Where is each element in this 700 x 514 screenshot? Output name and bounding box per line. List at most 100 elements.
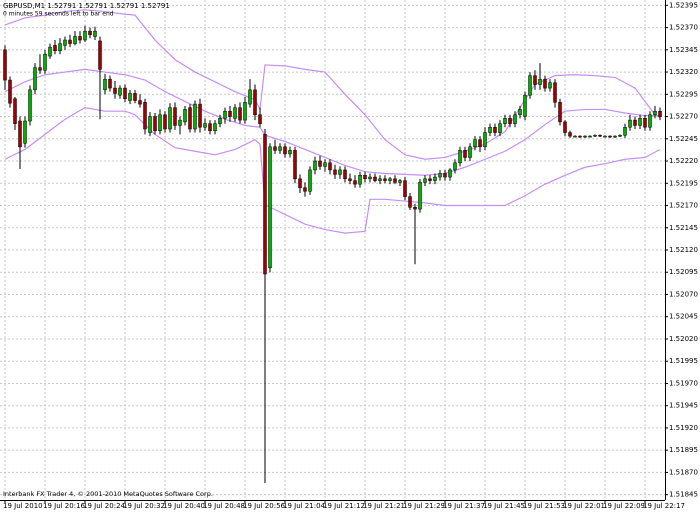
bear-body (598, 134, 602, 137)
bull-body (358, 175, 362, 185)
chart-title: GBPUSD,M1 1.52791 1.52791 1.52791 1.5279… (3, 2, 170, 10)
y-tick-label: 1.52145 (669, 224, 698, 232)
bull-body (33, 67, 37, 91)
bull-body (438, 173, 442, 178)
bear-body (493, 126, 497, 133)
bull-body (603, 135, 607, 138)
y-tick-label: 1.51895 (669, 446, 698, 454)
bull-body (638, 118, 642, 126)
bull-body (623, 126, 627, 136)
y-tick-label: 1.52370 (669, 24, 698, 32)
y-tick-label: 1.52095 (669, 268, 698, 276)
bull-body (618, 134, 622, 137)
y-tick-label: 1.52395 (669, 1, 698, 9)
bear-body (153, 116, 157, 132)
bear-body (658, 110, 662, 117)
bear-body (78, 36, 82, 41)
bear-body (363, 175, 367, 180)
bull-body (288, 150, 292, 155)
bear-body (188, 107, 192, 130)
bear-body (428, 178, 432, 181)
bear-body (53, 45, 57, 51)
bull-body (388, 178, 392, 181)
bull-body (83, 30, 87, 41)
bull-body (63, 39, 67, 46)
y-tick-label: 1.51995 (669, 357, 698, 365)
bear-body (408, 196, 412, 208)
bull-body (118, 87, 122, 96)
bull-body (158, 114, 162, 132)
bull-body (628, 119, 632, 128)
bear-body (353, 180, 357, 185)
bear-body (13, 98, 17, 124)
bull-body (323, 162, 327, 167)
bull-body (178, 119, 182, 126)
bull-body (168, 107, 172, 130)
bull-body (538, 78, 542, 85)
bull-body (458, 150, 462, 164)
bull-body (503, 118, 507, 124)
bear-body (8, 79, 12, 104)
bear-body (173, 107, 177, 126)
bear-body (88, 30, 92, 35)
bull-body (513, 114, 517, 124)
bear-body (98, 40, 102, 70)
bull-body (528, 75, 532, 96)
x-tick-label: 19 Jul 21:37 (443, 502, 485, 510)
bear-body (543, 78, 547, 89)
bull-body (653, 110, 657, 116)
bear-body (163, 114, 167, 130)
bear-body (253, 89, 257, 116)
bear-body (138, 100, 142, 105)
bear-body (123, 87, 127, 100)
bull-body (58, 43, 62, 51)
bear-body (198, 103, 202, 128)
bull-body (338, 169, 342, 175)
bull-body (588, 135, 592, 138)
bollinger-band (4, 107, 661, 234)
bull-body (613, 135, 617, 138)
bear-body (298, 178, 302, 188)
bull-body (43, 54, 47, 71)
bear-body (563, 121, 567, 133)
x-tick-label: 19 Jul 21:21 (363, 502, 405, 510)
bear-body (413, 207, 417, 210)
y-tick-label: 1.51845 (669, 491, 698, 499)
bull-body (583, 135, 587, 138)
y-tick-label: 1.51945 (669, 402, 698, 410)
bear-body (38, 67, 42, 71)
bear-body (328, 162, 332, 171)
bull-body (518, 109, 522, 116)
bull-body (73, 36, 77, 44)
bear-body (68, 39, 72, 44)
bull-body (183, 109, 187, 123)
bull-body (453, 162, 457, 171)
bear-body (133, 93, 137, 101)
bear-body (208, 123, 212, 132)
y-tick-label: 1.52295 (669, 90, 698, 98)
x-tick-label: 19 Jul 20:32 (123, 502, 165, 510)
bear-body (348, 178, 352, 181)
x-tick-label: 19 Jul 2010 (3, 502, 43, 510)
bear-body (228, 110, 232, 117)
y-tick-label: 1.52320 (669, 68, 698, 76)
bear-body (3, 49, 7, 81)
x-tick-label: 19 Jul 22:01 (563, 502, 605, 510)
bull-body (23, 120, 27, 144)
bull-body (548, 82, 552, 89)
bear-body (108, 78, 112, 89)
y-tick-label: 1.51970 (669, 379, 698, 387)
bull-body (223, 110, 227, 119)
bull-body (308, 169, 312, 192)
bull-body (193, 103, 197, 130)
bear-body (318, 160, 322, 167)
bear-body (643, 118, 647, 128)
candles (3, 25, 662, 484)
bull-body (203, 123, 207, 128)
bear-body (113, 87, 117, 94)
y-tick-label: 1.51870 (669, 468, 698, 476)
bull-body (233, 107, 237, 119)
bear-body (578, 135, 582, 138)
bull-body (218, 118, 222, 124)
